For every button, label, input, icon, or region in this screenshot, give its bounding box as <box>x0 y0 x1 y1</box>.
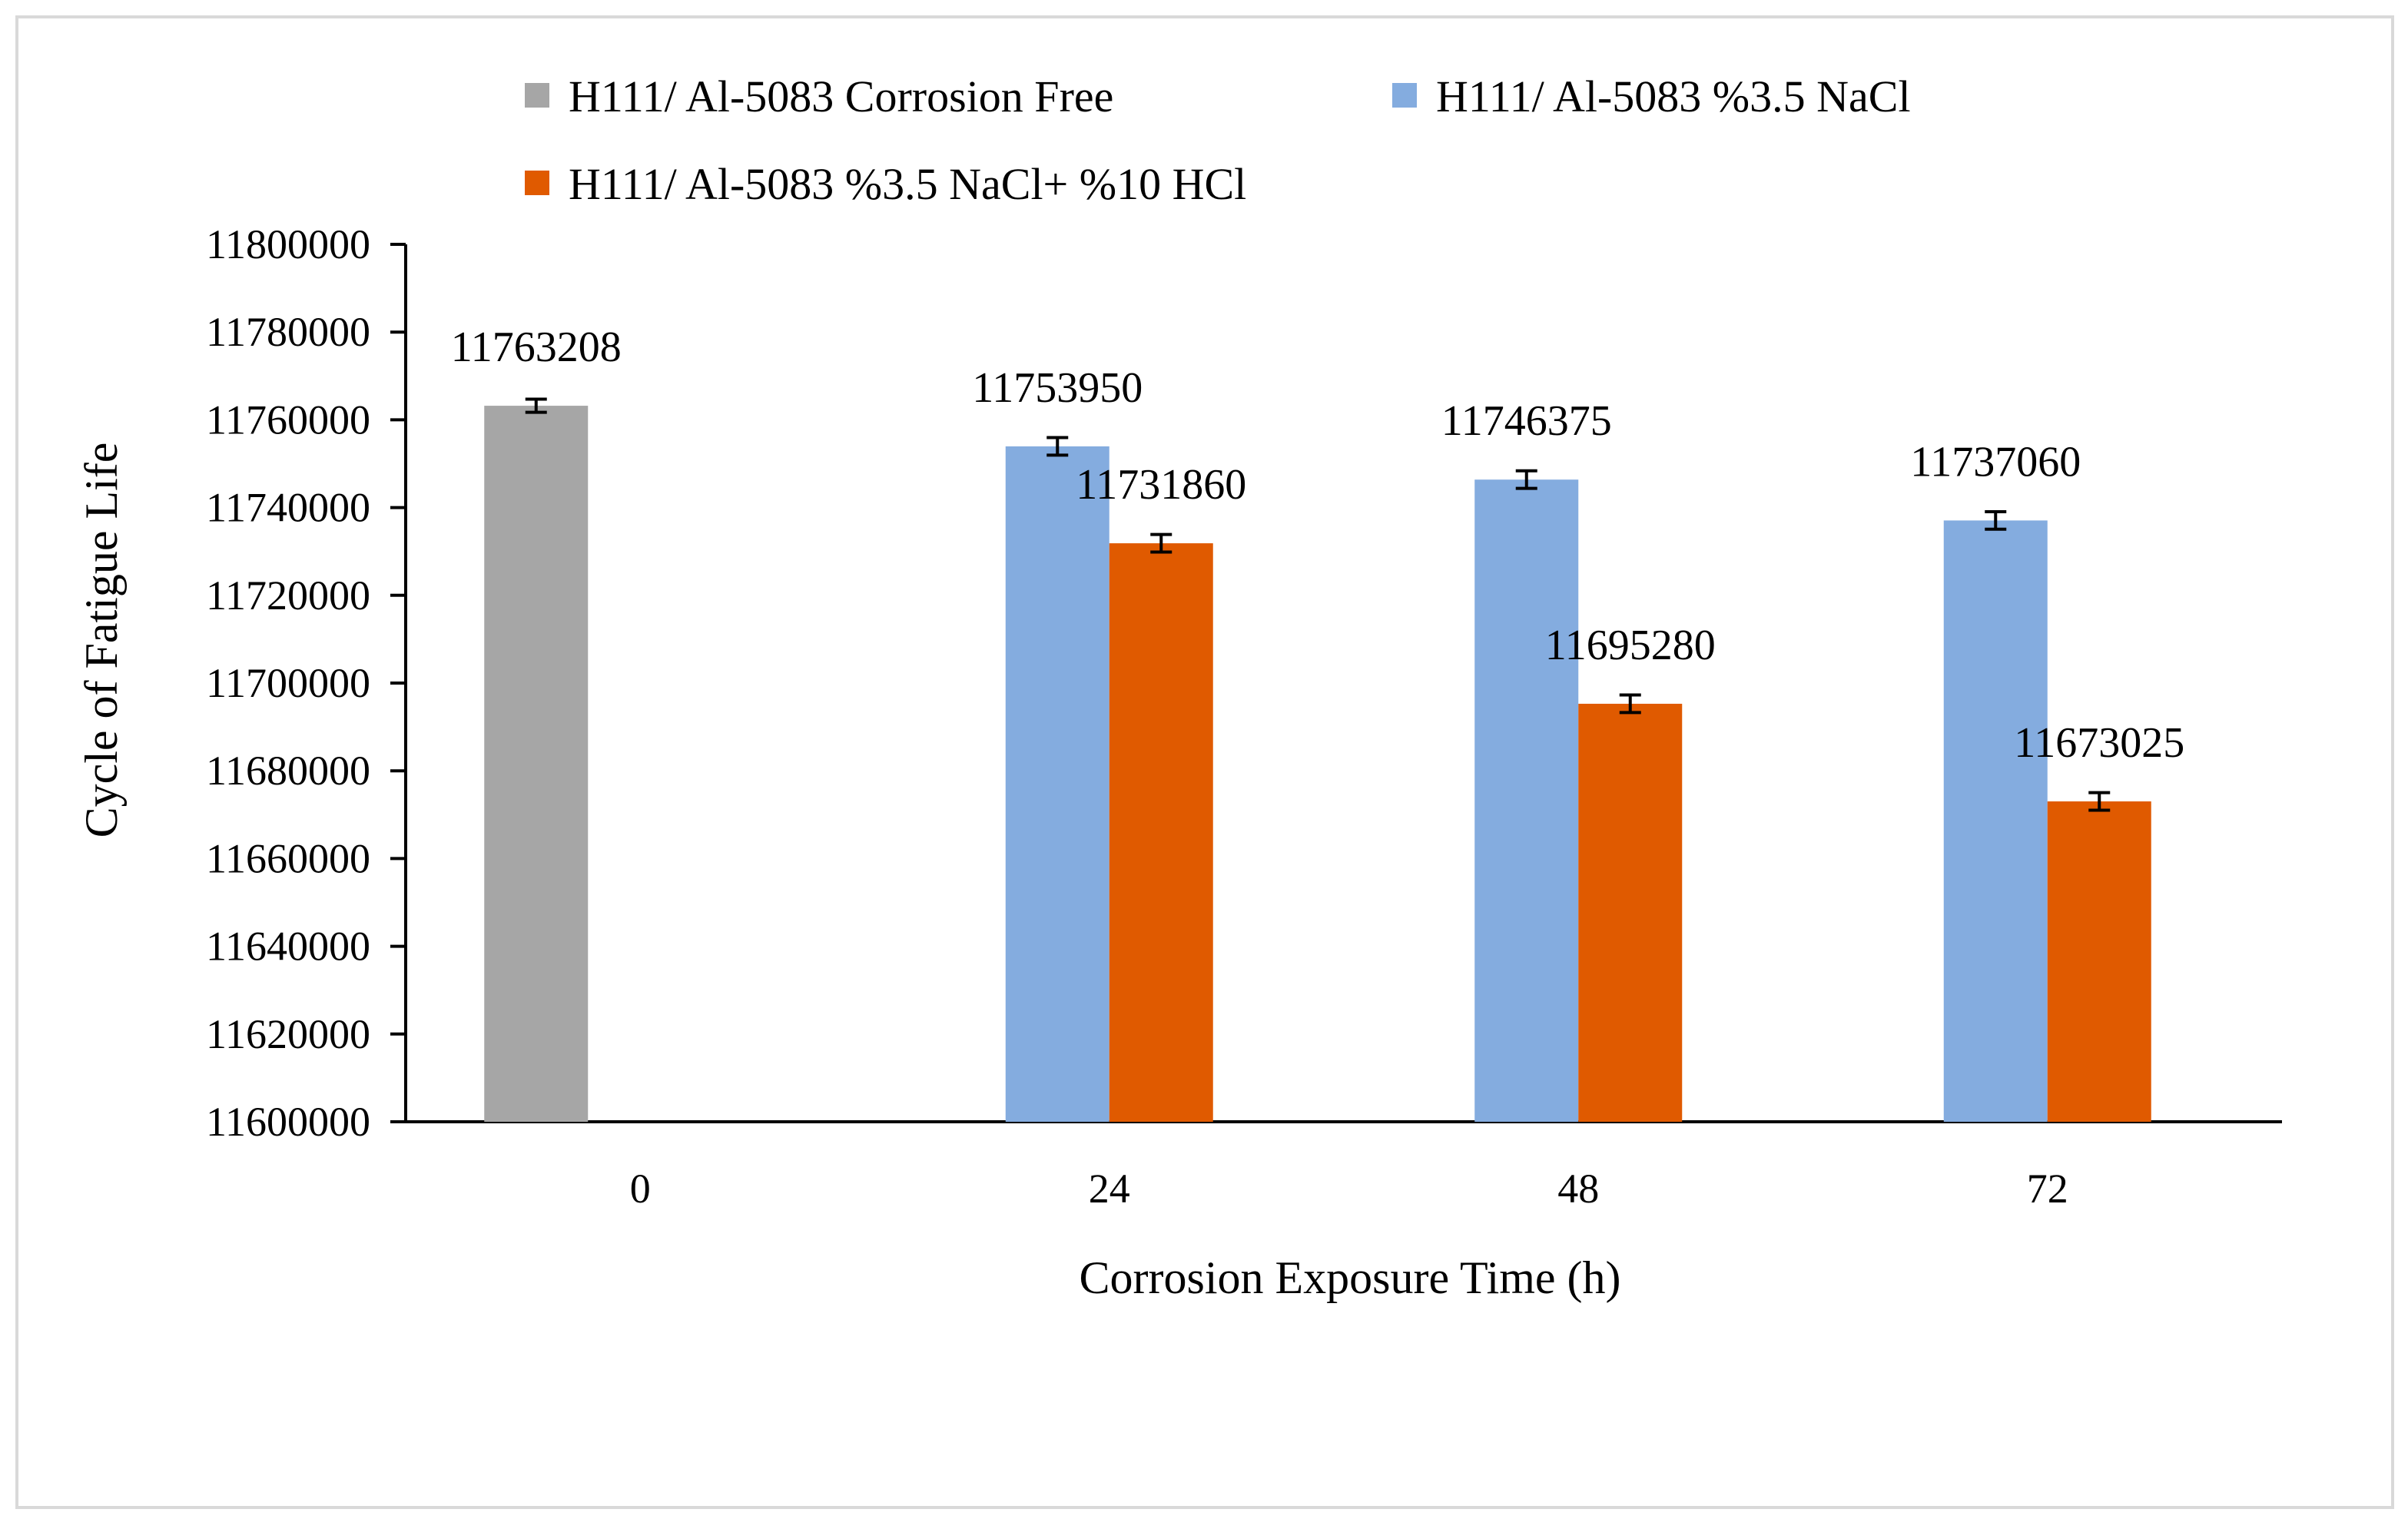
y-axis-title: Cycle of Fatigue Life <box>76 443 127 838</box>
bars <box>484 406 2151 1122</box>
data-label: 11695280 <box>1545 622 1716 669</box>
x-axis-title: Corrosion Exposure Time (h) <box>1080 1252 1621 1303</box>
y-tick-label: 11740000 <box>206 485 370 531</box>
y-tick-label: 11780000 <box>206 309 370 355</box>
bar-24h-series-3 <box>1109 543 1213 1122</box>
error-bars <box>525 397 2111 812</box>
data-label: 11753950 <box>972 364 1143 412</box>
y-tick-label: 11720000 <box>206 572 370 619</box>
bar-48h-series-3 <box>1578 703 1683 1122</box>
x-tick-label: 48 <box>1557 1166 1599 1212</box>
bar-48h-series-2 <box>1474 479 1579 1122</box>
y-tick-label: 11640000 <box>206 924 370 970</box>
data-label: 11673025 <box>2014 719 2184 767</box>
legend-swatch-1 <box>525 83 549 108</box>
y-tick-label: 11600000 <box>206 1099 370 1145</box>
legend-swatch-3 <box>525 171 549 195</box>
y-tick-label: 11620000 <box>206 1011 370 1057</box>
legend-swatch-2 <box>1392 83 1417 108</box>
bar-72h-series-3 <box>2047 801 2151 1122</box>
y-tick-label: 11800000 <box>206 221 370 267</box>
x-axis: 0 24 48 72 <box>406 1120 2282 1212</box>
y-tick-label: 11700000 <box>206 660 370 706</box>
legend-label-2: H111/ Al-5083 %3.5 NaCl <box>1436 71 1911 121</box>
y-tick-label: 11680000 <box>206 748 370 794</box>
x-tick-label: 72 <box>2027 1166 2068 1212</box>
legend-label-3: H111/ Al-5083 %3.5 NaCl+ %10 HCl <box>569 159 1246 209</box>
x-tick-label: 0 <box>630 1166 651 1212</box>
data-label: 11731860 <box>1076 461 1246 509</box>
y-tick-label: 11760000 <box>206 396 370 443</box>
bar-24h-series-2 <box>1005 446 1109 1122</box>
data-label: 11737060 <box>1910 438 2081 486</box>
data-label: 11746375 <box>1441 397 1612 445</box>
bar-72h-series-2 <box>1943 520 2048 1122</box>
x-tick-label: 24 <box>1089 1166 1130 1212</box>
legend: H111/ Al-5083 Corrosion Free H111/ Al-508… <box>525 71 1911 209</box>
data-labels: 11763208 11753950 11731860 11746375 11695280… <box>451 323 2184 767</box>
bar-0h-series-1 <box>484 406 589 1122</box>
legend-label-1: H111/ Al-5083 Corrosion Free <box>569 71 1113 121</box>
y-axis: 11600000 11620000 11640000 11660000 11680000… <box>206 221 407 1145</box>
y-tick-label: 11660000 <box>206 835 370 881</box>
data-label: 11763208 <box>451 323 622 371</box>
